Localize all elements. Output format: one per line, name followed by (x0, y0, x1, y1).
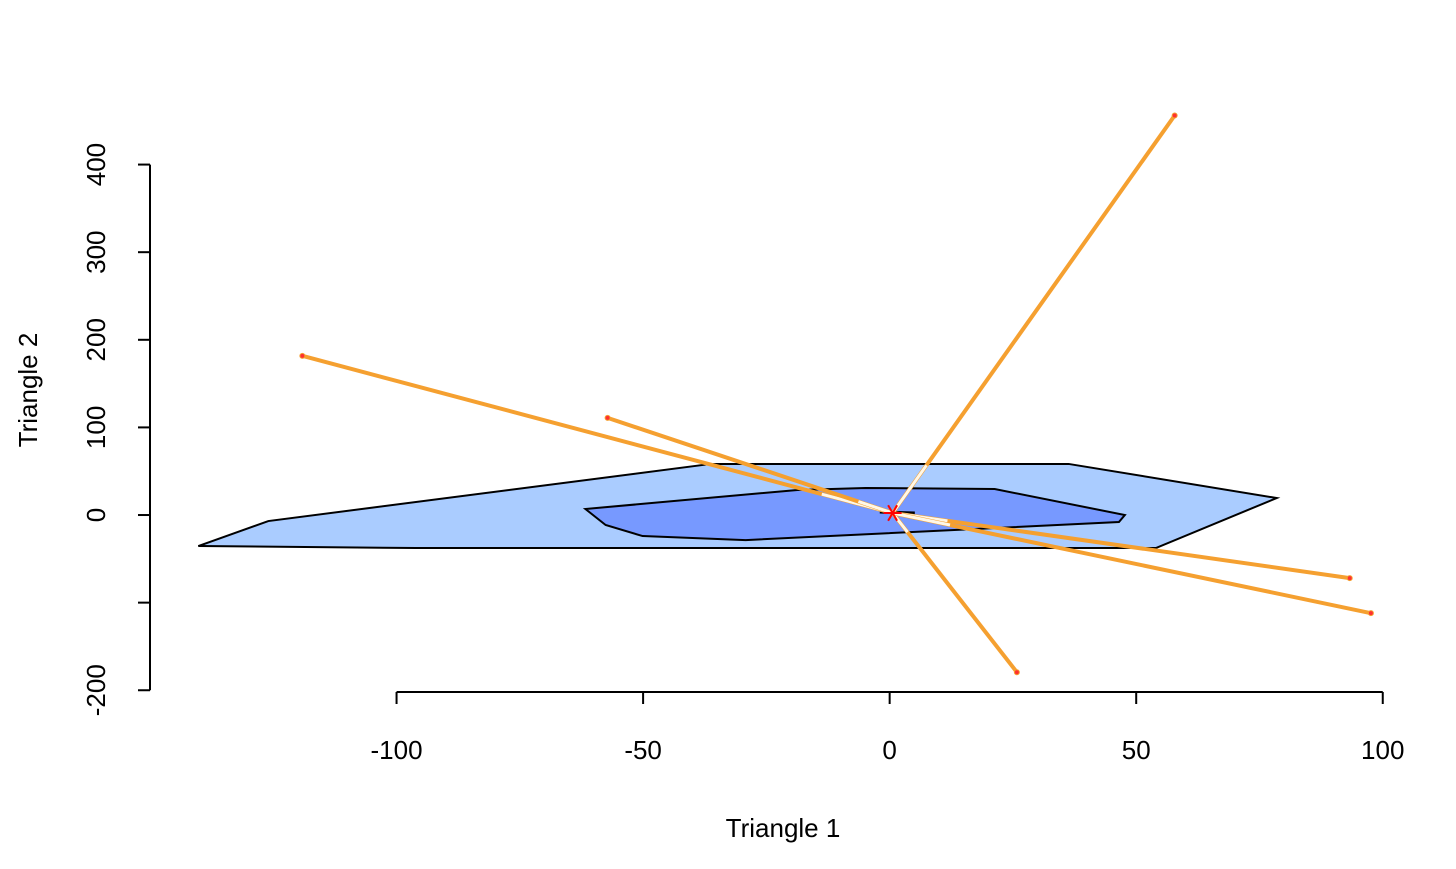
y-tick-label: 200 (81, 318, 111, 361)
whisker-inner (891, 464, 928, 514)
x-tick-label: 100 (1361, 735, 1404, 765)
y-tick-label: 300 (81, 230, 111, 273)
center-stroke (887, 504, 898, 522)
outlier-point (1013, 669, 1020, 676)
whisker (606, 415, 894, 515)
x-tick-label: -100 (371, 735, 423, 765)
outlier-point (604, 414, 611, 421)
outlier-point (1346, 575, 1353, 582)
whisker-inner (857, 500, 894, 515)
y-tick-label: 0 (81, 508, 111, 522)
outlier-point (299, 352, 306, 359)
y-tick-label: -200 (81, 664, 111, 716)
y-tick-label: 100 (81, 406, 111, 449)
center-point (883, 504, 902, 522)
x-tick-label: 0 (882, 735, 896, 765)
whisker (892, 511, 1372, 616)
x-tick-label: -50 (624, 735, 662, 765)
x-tick-label: 50 (1122, 735, 1151, 765)
outlier-point (1171, 112, 1178, 119)
whisker (890, 114, 1177, 515)
x-axis-label: Triangle 1 (726, 813, 841, 843)
whisker-inner (892, 511, 951, 527)
outlier-point (1367, 610, 1374, 617)
whisker (301, 353, 894, 515)
whisker (891, 511, 1019, 674)
whisker (892, 511, 1350, 581)
y-tick-label: 400 (81, 143, 111, 186)
y-axis-label: Triangle 2 (13, 333, 43, 448)
